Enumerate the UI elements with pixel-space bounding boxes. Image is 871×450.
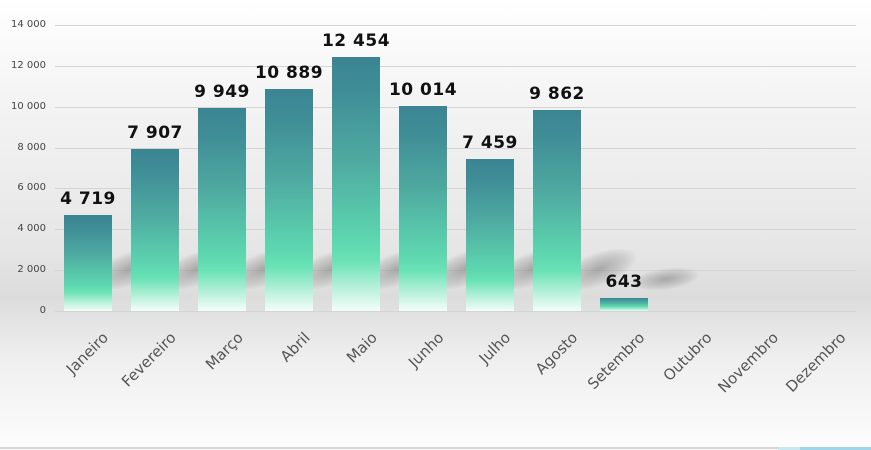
data-label: 7 459: [462, 132, 518, 153]
bar-setembro[interactable]: [600, 297, 648, 311]
data-label: 12 454: [321, 30, 391, 51]
y-axis-tick-label: 12 000: [11, 60, 46, 71]
data-label: 10 014: [388, 80, 458, 101]
y-axis-tick-label: 10 000: [11, 101, 46, 112]
bottom-accent-light: [778, 447, 800, 450]
x-axis-label-dezembro: Dezembro: [782, 328, 850, 396]
x-axis-label-setembro: Setembro: [584, 328, 649, 393]
gridline: [55, 229, 856, 230]
x-axis-label-novembro: Novembro: [714, 328, 783, 397]
bottom-border: [0, 447, 871, 449]
x-axis-label-julho: Julho: [475, 328, 515, 368]
data-label: 10 889: [254, 62, 324, 83]
y-axis-tick-label: 8 000: [17, 142, 46, 153]
x-axis-label-abril: Abril: [276, 328, 314, 366]
y-axis-tick-label: 2 000: [17, 264, 46, 275]
y-axis-tick-label: 6 000: [17, 182, 46, 193]
bar-maio[interactable]: [332, 56, 380, 311]
x-axis-label-março: Março: [201, 328, 247, 374]
bar-abril[interactable]: [265, 88, 313, 311]
gridline: [55, 148, 856, 149]
x-axis-label-junho: Junho: [404, 328, 448, 372]
gridline: [55, 311, 856, 312]
x-axis-label-agosto: Agosto: [531, 328, 582, 379]
data-label: 9 949: [194, 81, 250, 102]
bar-julho[interactable]: [466, 158, 514, 311]
gridline: [55, 66, 856, 67]
bar-agosto[interactable]: [533, 109, 581, 311]
bar-março[interactable]: [198, 107, 246, 311]
bar-janeiro[interactable]: [64, 214, 112, 311]
bottom-accent: [800, 447, 871, 450]
gridline: [55, 25, 856, 26]
x-axis-label-maio: Maio: [343, 328, 381, 367]
data-label: 9 862: [529, 83, 585, 104]
bar-fevereiro[interactable]: [131, 149, 179, 311]
y-axis-tick-label: 14 000: [11, 19, 46, 30]
bar-junho[interactable]: [399, 106, 447, 311]
y-axis-tick-label: 4 000: [17, 223, 46, 234]
data-label: 7 907: [127, 123, 183, 144]
y-axis-tick-label: 0: [39, 305, 46, 316]
data-label: 643: [605, 271, 643, 292]
x-axis-label-fevereiro: Fevereiro: [117, 328, 180, 391]
x-axis-label-outubro: Outubro: [659, 328, 716, 385]
data-label: 4 719: [60, 188, 116, 209]
gridline: [55, 188, 856, 189]
x-axis-label-janeiro: Janeiro: [62, 328, 112, 378]
gridline: [55, 107, 856, 108]
